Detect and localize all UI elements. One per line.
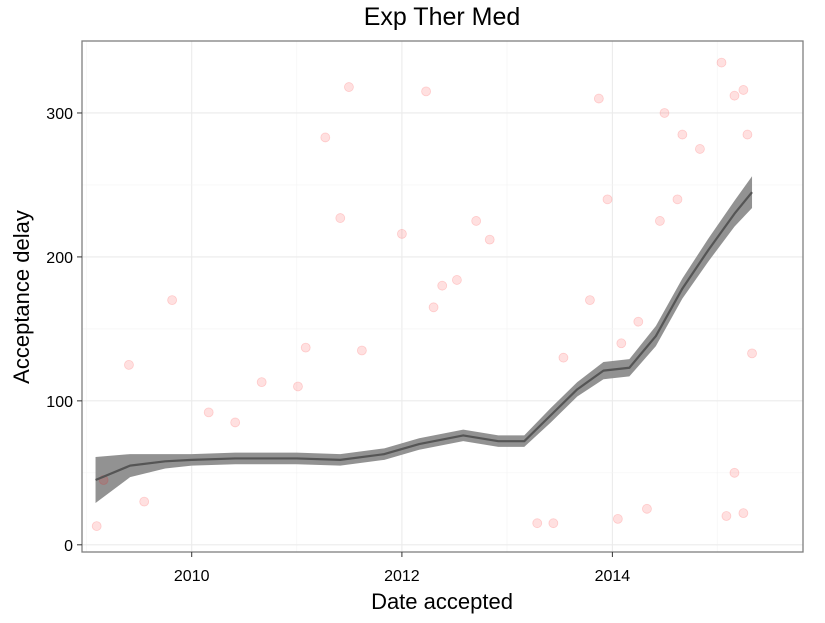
data-point: [593, 93, 604, 104]
data-point: [602, 194, 613, 205]
plot-border: [81, 40, 804, 553]
data-point: [356, 345, 367, 356]
data-point: [320, 132, 331, 143]
data-point: [659, 108, 670, 118]
data-point: [532, 518, 543, 529]
data-point: [91, 521, 102, 531]
axis-ticks: 2010 2012 2014 0 100 200 300: [46, 106, 630, 585]
data-point: [300, 342, 311, 353]
data-point: [729, 90, 740, 101]
data-point: [167, 295, 178, 305]
data-point: [654, 216, 665, 226]
chart-title: Exp Ther Med: [364, 3, 521, 31]
data-point: [437, 280, 448, 291]
data-point: [139, 496, 150, 507]
data-point: [471, 216, 482, 226]
data-point: [428, 302, 439, 313]
data-point: [729, 467, 740, 478]
smooth-line-layer: [95, 191, 753, 482]
data-point: [677, 129, 688, 140]
data-point: [721, 511, 732, 521]
data-point: [293, 381, 303, 392]
data-point: [548, 518, 559, 529]
data-point: [124, 359, 134, 370]
data-point: [421, 86, 431, 97]
y-axis-title: Acceptance delay: [9, 210, 34, 384]
data-point: [451, 275, 462, 285]
data-point: [203, 407, 214, 418]
smooth-line: [95, 191, 753, 482]
x-tick-label: 2014: [595, 568, 631, 585]
data-point: [747, 348, 757, 359]
data-point: [484, 234, 495, 245]
smooth-confidence-band: [95, 176, 753, 504]
data-point: [695, 144, 705, 154]
y-tick-label: 300: [46, 106, 73, 123]
x-axis-title: Date accepted: [371, 589, 513, 614]
y-tick-label: 0: [64, 538, 73, 555]
data-point: [585, 295, 595, 305]
data-point: [616, 338, 627, 349]
data-point: [672, 194, 683, 205]
data-point: [738, 85, 749, 95]
data-point: [558, 352, 569, 363]
grid-lines: [82, 41, 803, 552]
data-point: [738, 508, 749, 519]
data-point: [716, 57, 727, 68]
x-tick-label: 2010: [174, 568, 210, 585]
data-point: [335, 213, 346, 223]
points-layer: [91, 57, 757, 531]
data-point: [344, 82, 354, 92]
data-point: [633, 316, 644, 327]
data-point: [742, 129, 753, 140]
data-point: [397, 228, 407, 239]
y-tick-label: 200: [46, 250, 73, 267]
data-point: [642, 503, 652, 514]
data-point: [256, 377, 267, 388]
x-tick-label: 2012: [384, 568, 420, 585]
data-point: [612, 513, 623, 524]
smooth-ribbon-layer: [95, 176, 753, 504]
data-point: [230, 417, 241, 428]
y-tick-label: 100: [46, 394, 73, 411]
plot-background: [82, 41, 803, 552]
